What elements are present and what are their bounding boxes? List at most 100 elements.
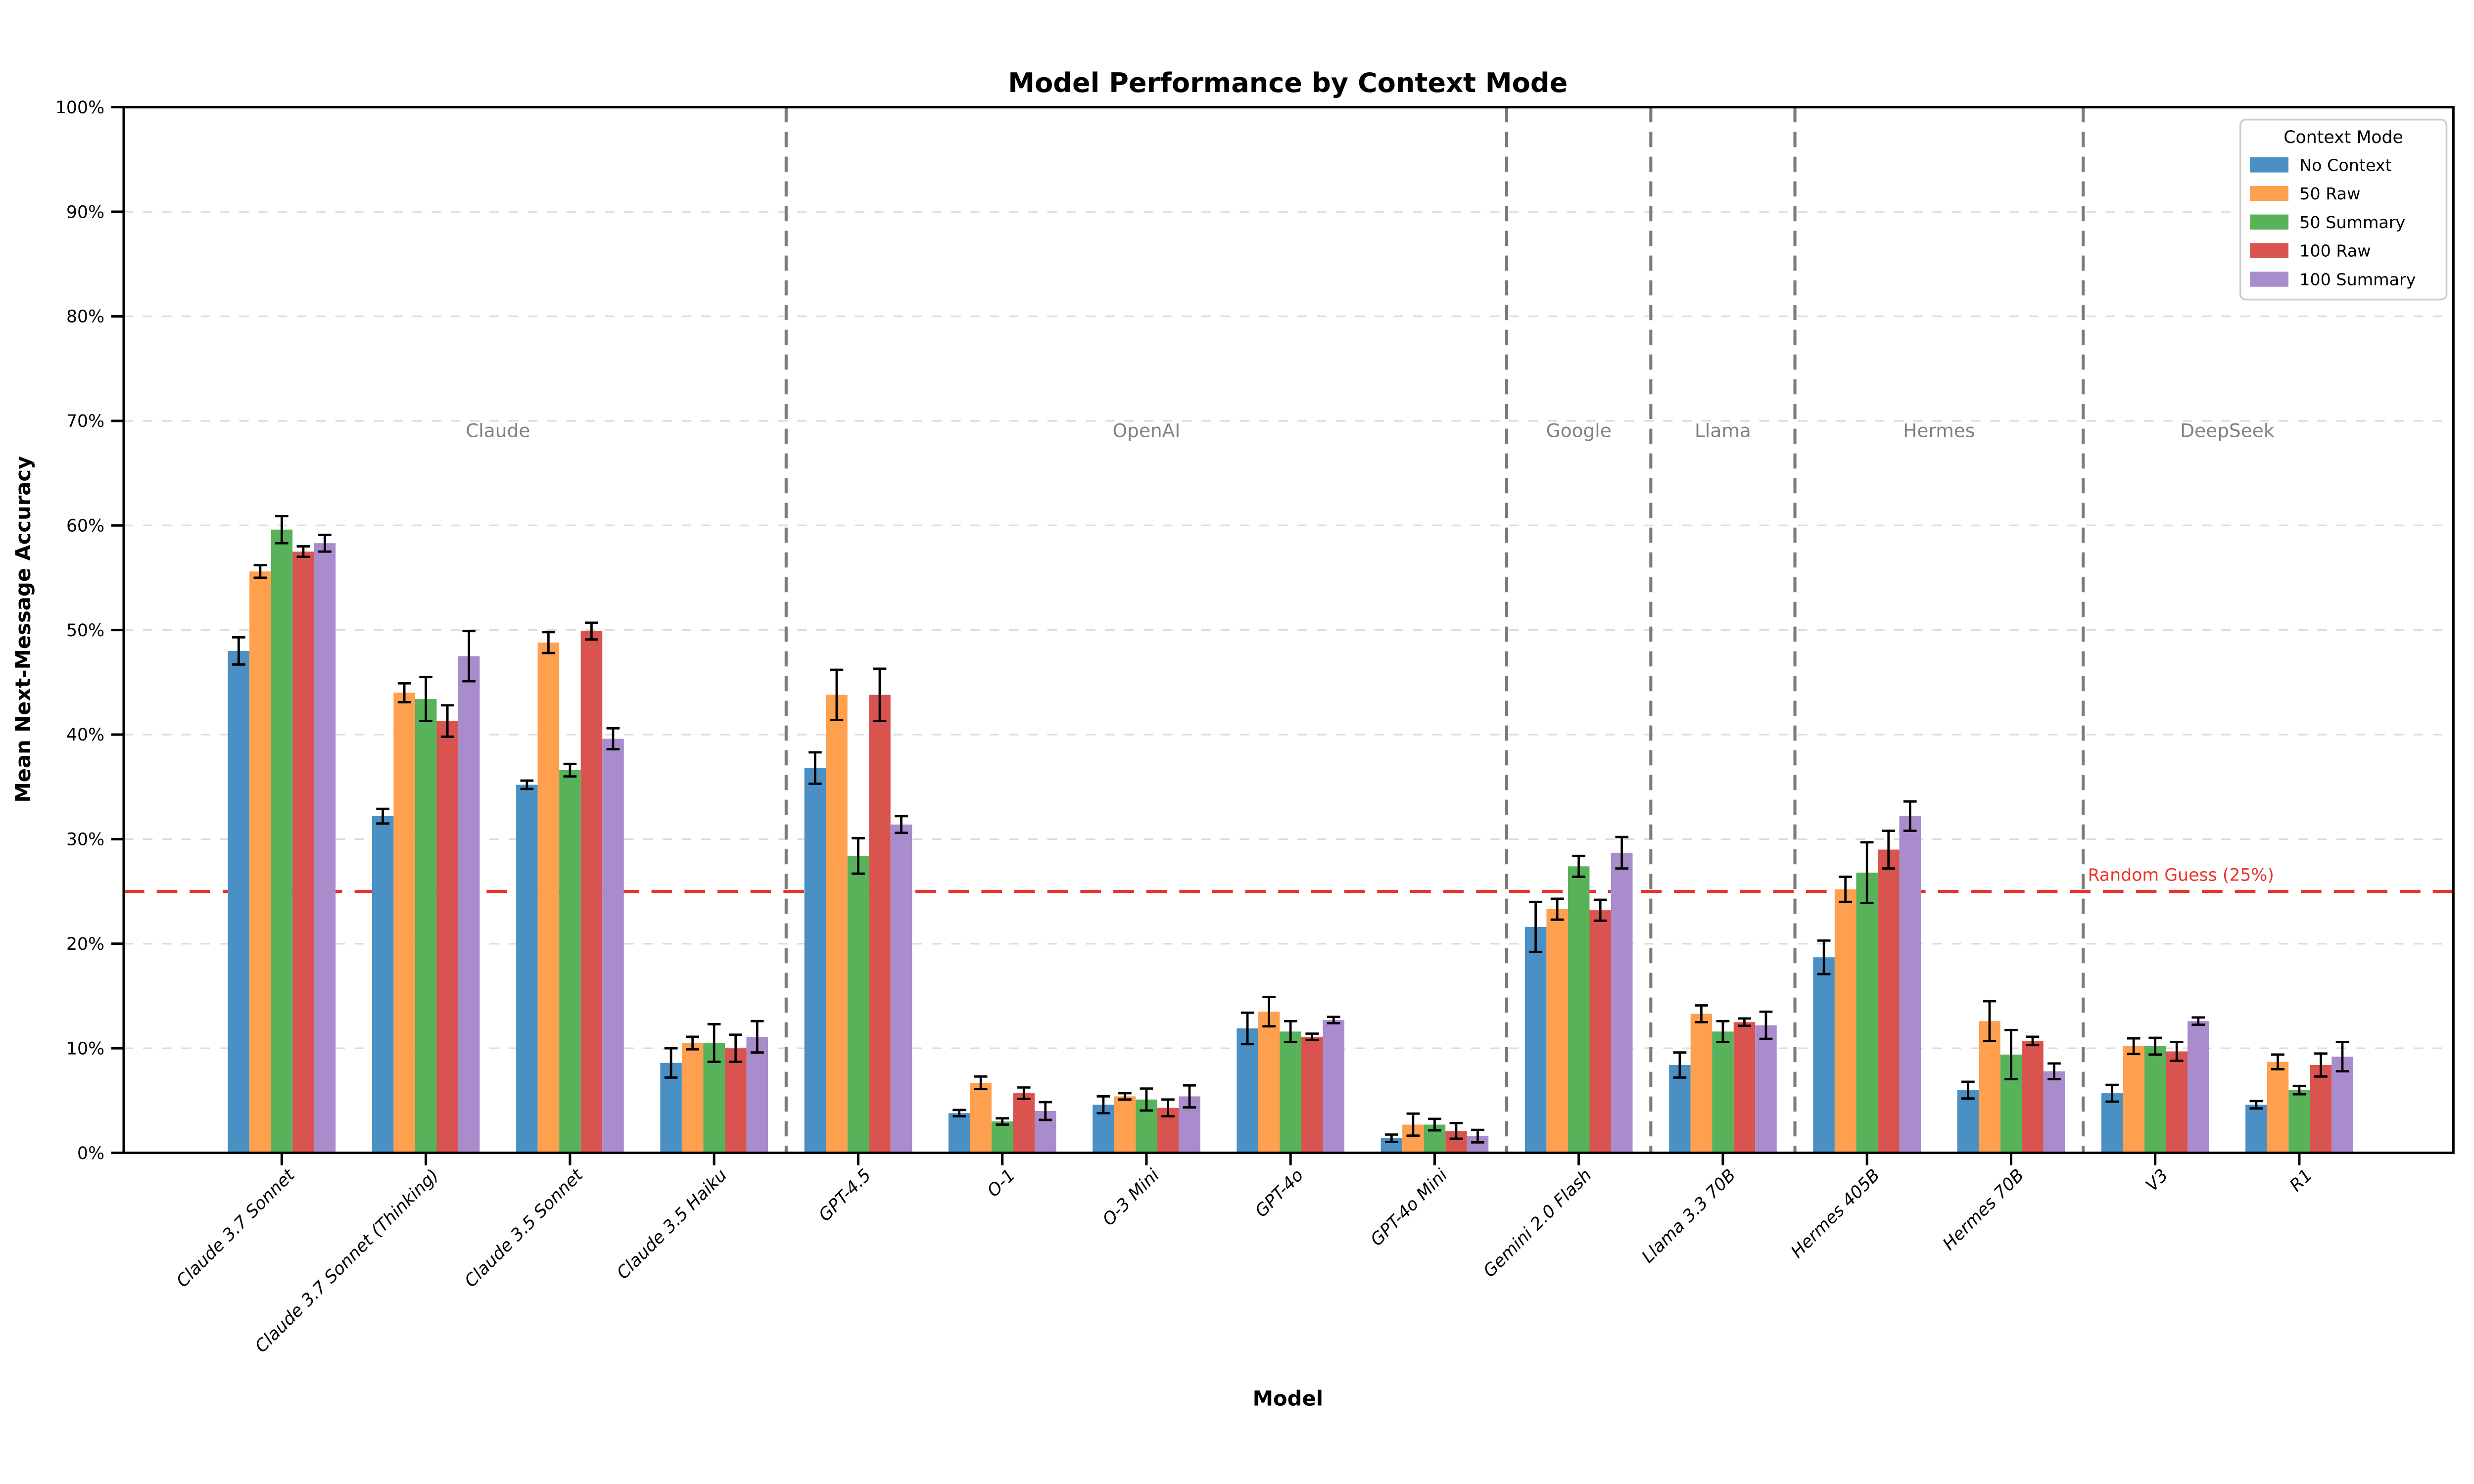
bar: [991, 1121, 1013, 1153]
plot-bars: [228, 514, 2353, 1153]
bar: [948, 1113, 970, 1153]
bar: [2101, 1093, 2123, 1153]
bar: [1669, 1065, 1691, 1153]
y-tick-label: 0%: [77, 1144, 104, 1163]
bar: [1733, 1022, 1756, 1153]
legend-item-swatch: [2250, 243, 2288, 258]
bar: [580, 631, 603, 1153]
bar: [1280, 1031, 1301, 1153]
y-tick-label: 70%: [66, 412, 104, 431]
bar: [314, 543, 336, 1153]
bar: [436, 721, 458, 1153]
y-tick-label: 20%: [66, 934, 104, 954]
y-tick-label: 80%: [66, 307, 104, 327]
bar: [2288, 1090, 2310, 1153]
bar: [228, 650, 250, 1153]
bar: [869, 695, 891, 1153]
bar: [249, 571, 271, 1153]
vendor-label: Claude: [466, 419, 530, 441]
bar: [2331, 1057, 2353, 1153]
legend-item-swatch: [2250, 157, 2288, 173]
legend-item-swatch: [2250, 272, 2288, 287]
legend-box: [2239, 118, 2448, 301]
bar: [1813, 957, 1835, 1153]
bar: [1611, 852, 1633, 1153]
bar: [1301, 1036, 1323, 1153]
legend-item-label: 50 Raw: [2299, 184, 2360, 203]
bar: [1899, 816, 1921, 1153]
bar: [393, 693, 415, 1153]
bar: [516, 785, 538, 1153]
bar: [602, 739, 624, 1153]
x-tick-label: GPT-4o Mini: [1367, 1165, 1452, 1251]
bar: [1589, 910, 1611, 1153]
x-tick-label: Hermes 70B: [1939, 1165, 2028, 1254]
y-tick-label: 40%: [66, 725, 104, 745]
bar: [1712, 1031, 1734, 1153]
y-tick-label: 50%: [66, 621, 104, 641]
plot-underlay: [124, 107, 2454, 1153]
y-tick-label: 90%: [66, 202, 104, 222]
bar: [1568, 866, 1590, 1153]
bar: [271, 529, 293, 1153]
bar: [1755, 1025, 1777, 1153]
bar: [372, 816, 394, 1153]
x-axis-title: Model: [1253, 1387, 1323, 1411]
y-tick-label: 30%: [66, 830, 104, 850]
x-tick-label: GPT-4o: [1251, 1165, 1307, 1221]
bar: [804, 768, 826, 1153]
x-tick-label: O-3 Mini: [1099, 1165, 1164, 1230]
vendor-label: DeepSeek: [2180, 419, 2275, 441]
bar: [415, 699, 437, 1153]
vendor-label: OpenAI: [1113, 419, 1181, 441]
y-tick-label: 100%: [55, 98, 104, 118]
bar: [1979, 1021, 2000, 1153]
bar: [826, 695, 848, 1153]
bar: [537, 642, 560, 1153]
legend-item-label: 100 Summary: [2299, 270, 2416, 289]
bar: [1690, 1014, 1713, 1153]
bar: [1856, 873, 1878, 1153]
bar: [1013, 1093, 1035, 1153]
legend-item-label: 50 Summary: [2299, 213, 2405, 232]
legend-item-swatch: [2250, 214, 2288, 230]
chart-title: Model Performance by Context Mode: [1008, 67, 1568, 98]
bar: [2166, 1051, 2188, 1153]
x-tick-label: V3: [2142, 1165, 2172, 1196]
y-tick-label: 60%: [66, 516, 104, 536]
bar: [2144, 1046, 2166, 1153]
bar: [2187, 1021, 2209, 1153]
bar: [1323, 1020, 1345, 1153]
bar: [1114, 1096, 1136, 1153]
x-tick-label: Claude 3.5 Sonnet: [461, 1165, 587, 1292]
bar: [2043, 1071, 2065, 1153]
bar: [1258, 1012, 1280, 1153]
bar: [2310, 1065, 2332, 1153]
bar: [2123, 1046, 2144, 1153]
legend: Context Mode No Context 50 Raw 50 Summary 1…: [2239, 118, 2448, 301]
vendor-label: Google: [1546, 419, 1612, 441]
y-axis-title: Mean Next-Message Accuracy: [11, 456, 35, 803]
bar: [292, 552, 314, 1153]
bar: [890, 824, 912, 1153]
x-tick-label: Claude 3.5 Haiku: [613, 1165, 731, 1283]
bar: [2245, 1105, 2267, 1153]
bar: [681, 1043, 704, 1153]
bar: [458, 656, 480, 1153]
x-tick-label: R1: [2286, 1165, 2316, 1196]
legend-title: Context Mode: [2284, 128, 2403, 147]
vendor-label: Hermes: [1903, 419, 1975, 441]
bar: [1524, 927, 1547, 1153]
legend-items: No Context 50 Raw 50 Summary 100 Raw 100 Sum…: [2250, 155, 2416, 289]
x-tick-label: Gemini 2.0 Flash: [1479, 1165, 1596, 1282]
bar: [970, 1082, 992, 1153]
y-tick-label: 10%: [66, 1039, 104, 1059]
x-tick-label: Claude 3.7 Sonnet: [173, 1165, 299, 1292]
x-tick-label: Llama 3.3 70B: [1638, 1165, 1740, 1267]
reference-line-label: Random Guess (25%): [2088, 866, 2274, 885]
bar: [724, 1048, 747, 1153]
legend-item-label: No Context: [2299, 155, 2391, 175]
bar: [2022, 1041, 2044, 1153]
